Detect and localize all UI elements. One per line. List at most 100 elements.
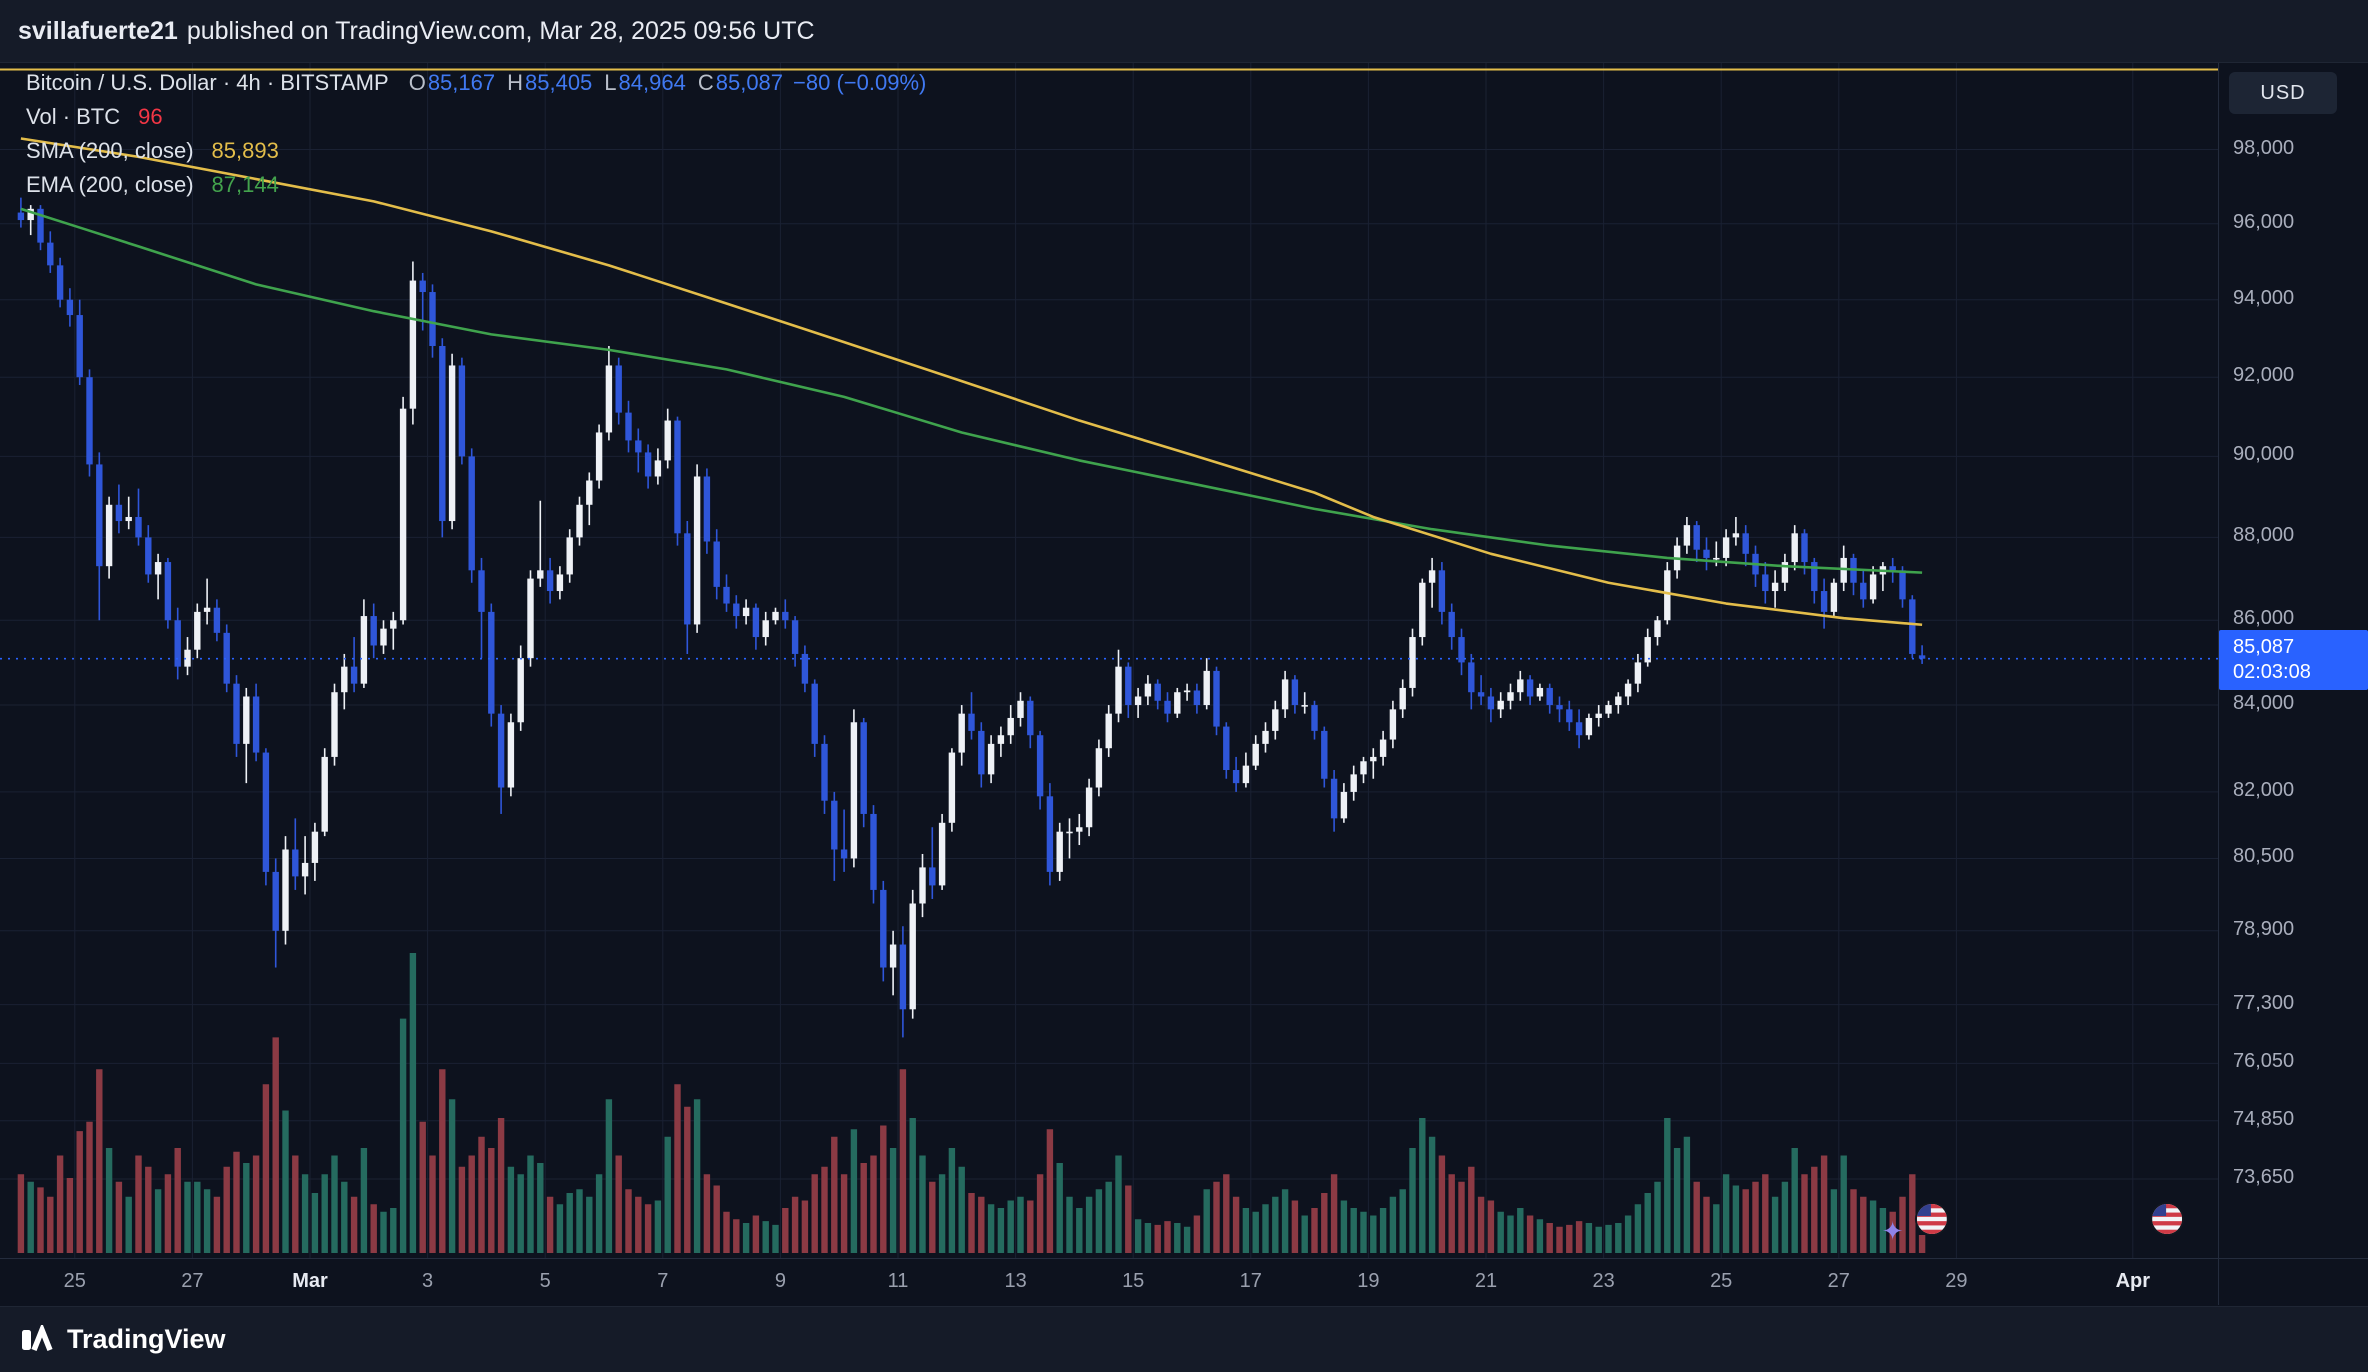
volume-bar (929, 1181, 936, 1253)
volume-value: 96 (138, 104, 163, 129)
volume-bar (164, 1174, 172, 1253)
volume-bar (341, 1181, 348, 1253)
volume-bar (1340, 1200, 1348, 1253)
time-axis-label[interactable]: 21 (1474, 1270, 1498, 1292)
volume-bar (1605, 1224, 1612, 1253)
volume-bar (635, 1196, 642, 1253)
volume-bar (1575, 1221, 1583, 1253)
close-value: 85,087 (715, 70, 784, 95)
time-axis-label[interactable]: 25 (1710, 1270, 1733, 1292)
candle-body (1066, 831, 1073, 834)
time-axis-label[interactable]: 9 (774, 1270, 786, 1292)
currency-chip[interactable]: USD (2229, 72, 2337, 114)
sma-row: SMA (200, close) 85,893 (26, 134, 926, 168)
volume-bar (488, 1148, 495, 1253)
volume-bar (791, 1196, 799, 1253)
candle-body (360, 616, 368, 684)
volume-bar (96, 1069, 103, 1253)
volume-bar (1742, 1189, 1749, 1253)
volume-bar (997, 1208, 1005, 1253)
time-axis[interactable]: 25 27 Mar 3 5 7 9 11 13 15 17 19 21 23 25 27 29 Apr (0, 1259, 2368, 1305)
candle-body (782, 611, 789, 621)
volume-bar (831, 1136, 838, 1253)
candle-body (399, 408, 407, 621)
candle-body (1281, 679, 1289, 710)
volume-bar (1154, 1224, 1161, 1253)
volume-bar (321, 1174, 328, 1253)
candle-body (1223, 726, 1230, 770)
volume-bar (1438, 1155, 1446, 1253)
us-flag-icon[interactable] (1916, 1204, 1947, 1234)
candle-body (674, 420, 681, 534)
time-axis-label[interactable]: Apr (2115, 1270, 2151, 1292)
volume-bar (56, 1155, 64, 1253)
tradingview-logo-icon[interactable] (20, 1324, 54, 1355)
candle-body (1654, 620, 1661, 638)
volume-bar (1399, 1189, 1406, 1253)
volume-bar (1850, 1189, 1857, 1253)
candle-body (380, 628, 387, 646)
volume-bar (674, 1084, 681, 1253)
volume-bar (517, 1174, 524, 1253)
time-axis-label[interactable]: 27 (1827, 1270, 1850, 1292)
time-axis-label[interactable]: 27 (181, 1270, 204, 1292)
time-axis-label[interactable]: Mar (292, 1270, 328, 1292)
sma-line[interactable] (20, 137, 1923, 627)
time-axis-label[interactable]: 15 (1122, 1270, 1145, 1292)
time-axis-label[interactable]: 25 (63, 1270, 86, 1292)
candle-body (1781, 562, 1789, 583)
time-axis-label[interactable]: 11 (887, 1270, 909, 1292)
candle-body (1272, 709, 1279, 731)
time-axis-label[interactable]: 13 (1004, 1270, 1027, 1292)
sma-label[interactable]: SMA (200, close) (26, 138, 194, 163)
candle-body (1595, 713, 1602, 718)
candle-body (605, 365, 613, 433)
volume-bar (1311, 1208, 1318, 1253)
volume-bar (1644, 1193, 1651, 1253)
candle-body (1046, 796, 1054, 872)
volume-bar (595, 1174, 603, 1253)
volume-bar (233, 1151, 240, 1253)
candle-body (693, 476, 701, 625)
price-axis[interactable]: USD 85,087 02:03:08 98,000 96,000 94,000 92… (2219, 63, 2368, 1258)
volume-bar (978, 1196, 985, 1253)
volume-bar (566, 1193, 573, 1253)
candle-body (1664, 570, 1671, 621)
volume-bar (1918, 1235, 1926, 1253)
volume-bar (1281, 1189, 1289, 1253)
volume-bar (282, 1110, 289, 1253)
candle-body (840, 849, 848, 859)
candle-body (1899, 570, 1906, 600)
candle-body (1811, 562, 1818, 592)
ema-label[interactable]: EMA (200, close) (26, 172, 194, 197)
volume-bar (1350, 1208, 1357, 1253)
ema-row: EMA (200, close) 87,144 (26, 168, 926, 202)
ema-line[interactable] (20, 207, 1923, 574)
candle-body (1860, 582, 1867, 600)
volume-bar (723, 1211, 730, 1253)
time-axis-label[interactable]: 3 (422, 1270, 434, 1292)
candle-body (497, 713, 505, 788)
time-axis-label[interactable]: 5 (539, 1270, 551, 1292)
candle-body (1144, 683, 1152, 697)
volume-bar (909, 1118, 916, 1253)
volume-bar (311, 1193, 319, 1253)
symbol-title[interactable]: Bitcoin / U.S. Dollar · 4h · BITSTAMP (26, 70, 389, 95)
us-flag-icon[interactable] (2152, 1204, 2183, 1234)
time-axis-label[interactable]: 23 (1592, 1270, 1615, 1292)
time-axis-label[interactable]: 19 (1357, 1270, 1380, 1292)
time-axis-label[interactable]: 7 (657, 1270, 669, 1292)
time-axis-label[interactable]: 17 (1239, 1270, 1262, 1292)
candle-body (1419, 582, 1426, 638)
volume-bar (654, 1200, 662, 1253)
tradingview-wordmark[interactable]: TradingView (67, 1324, 226, 1354)
sparkle-icon[interactable]: ✦ (1882, 1216, 1904, 1246)
volume-bar (380, 1211, 387, 1253)
volume-bar (1722, 1174, 1730, 1253)
volume-bar (1556, 1226, 1563, 1253)
time-axis-label[interactable]: 29 (1945, 1270, 1968, 1292)
volume-bar (1840, 1155, 1847, 1253)
candle-body (811, 683, 818, 744)
